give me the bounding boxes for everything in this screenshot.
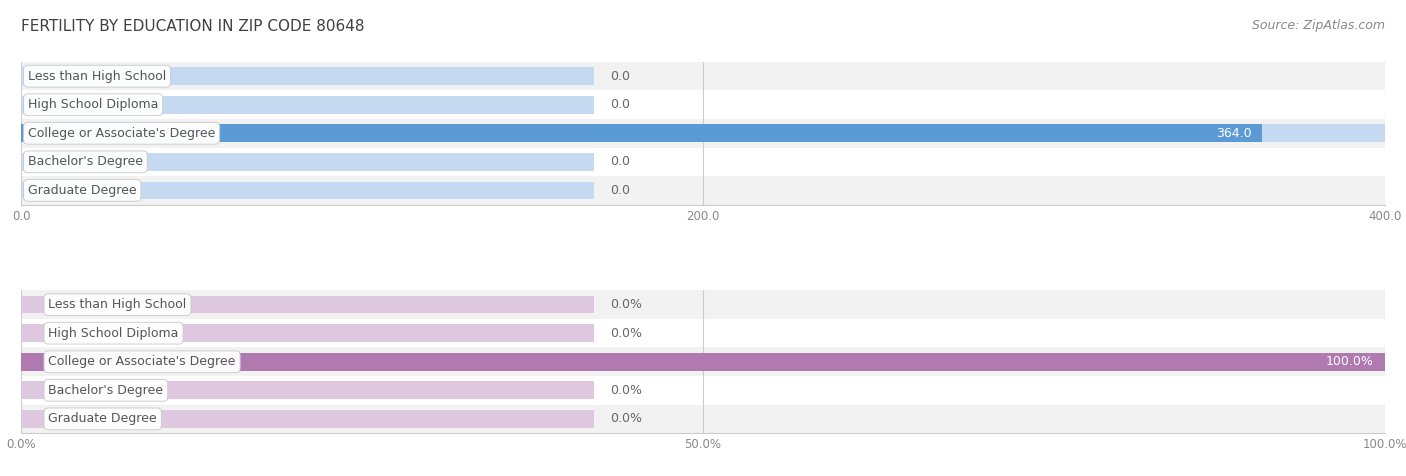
Bar xyxy=(21,353,1385,371)
Bar xyxy=(21,296,593,314)
Bar xyxy=(21,148,1385,176)
Text: High School Diploma: High School Diploma xyxy=(28,98,159,111)
Bar xyxy=(21,353,1385,371)
Bar xyxy=(21,405,1385,433)
Bar xyxy=(21,124,1263,142)
Bar xyxy=(21,62,1385,90)
Text: Bachelor's Degree: Bachelor's Degree xyxy=(48,384,163,397)
Text: 0.0%: 0.0% xyxy=(610,384,643,397)
Bar xyxy=(21,96,593,114)
Bar xyxy=(21,119,1385,148)
Text: High School Diploma: High School Diploma xyxy=(48,327,179,340)
Text: College or Associate's Degree: College or Associate's Degree xyxy=(48,355,236,368)
Bar xyxy=(21,410,593,428)
Bar xyxy=(21,67,593,85)
Text: 0.0: 0.0 xyxy=(610,98,630,111)
Text: College or Associate's Degree: College or Associate's Degree xyxy=(28,127,215,140)
Text: Less than High School: Less than High School xyxy=(48,298,187,311)
Text: 0.0%: 0.0% xyxy=(610,298,643,311)
Bar xyxy=(21,176,1385,205)
Bar xyxy=(21,90,1385,119)
Text: 0.0: 0.0 xyxy=(610,184,630,197)
Bar xyxy=(21,319,1385,347)
Text: Graduate Degree: Graduate Degree xyxy=(48,412,157,426)
Text: Graduate Degree: Graduate Degree xyxy=(28,184,136,197)
Bar xyxy=(21,153,593,171)
Bar xyxy=(21,381,593,399)
Text: 0.0%: 0.0% xyxy=(610,327,643,340)
Text: 364.0: 364.0 xyxy=(1216,127,1251,140)
Text: FERTILITY BY EDUCATION IN ZIP CODE 80648: FERTILITY BY EDUCATION IN ZIP CODE 80648 xyxy=(21,19,364,34)
Bar xyxy=(21,124,1385,142)
Bar xyxy=(21,347,1385,376)
Bar xyxy=(21,376,1385,405)
Text: Bachelor's Degree: Bachelor's Degree xyxy=(28,155,143,169)
Text: Source: ZipAtlas.com: Source: ZipAtlas.com xyxy=(1251,19,1385,32)
Text: 100.0%: 100.0% xyxy=(1326,355,1374,368)
Bar xyxy=(21,181,593,199)
Bar xyxy=(21,290,1385,319)
Text: 0.0%: 0.0% xyxy=(610,412,643,426)
Text: 0.0: 0.0 xyxy=(610,69,630,83)
Bar xyxy=(21,324,593,342)
Text: Less than High School: Less than High School xyxy=(28,69,166,83)
Text: 0.0: 0.0 xyxy=(610,155,630,169)
